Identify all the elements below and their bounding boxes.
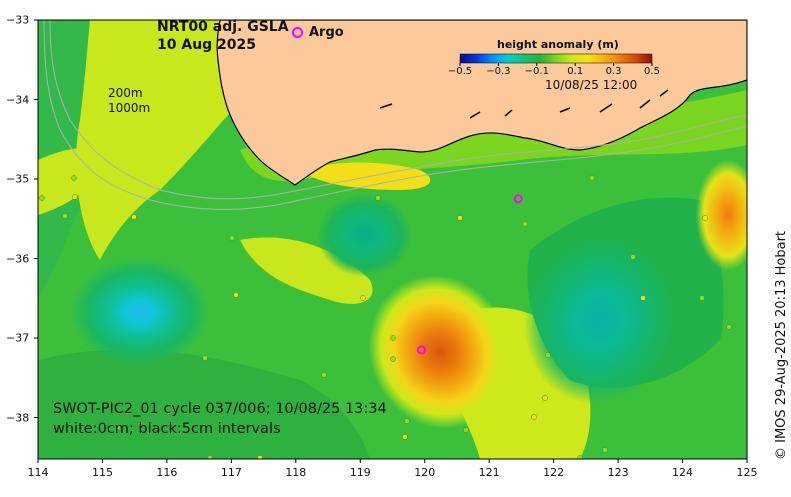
contour-200m [49,20,747,200]
depth-label-1000m: 1000m [108,101,151,115]
ocean-south-band [38,349,370,459]
swot-point [640,295,646,301]
x-tick-label: 122 [543,466,565,479]
cold-eddy-east [524,235,676,405]
y-tick-label: −36 [6,252,30,265]
argo-legend-label: Argo [309,25,344,40]
x-tick-label: 114 [27,466,49,479]
swot-point [39,195,45,201]
argo-floats [417,194,523,355]
swot-point [402,434,408,440]
swot-point [699,295,705,301]
swot-point [360,295,366,301]
contour-1000m [43,20,747,210]
swot-point [702,215,708,221]
swot-annotation-line1: SWOT-PIC2_01 cycle 037/006; 10/08/25 13:… [53,401,387,417]
x-tick-label: 125 [736,466,758,479]
swot-point [602,447,608,453]
x-tick-label: 123 [607,466,629,479]
swot-point [404,418,410,424]
x-tick-label: 118 [285,466,307,479]
swot-point [202,355,208,361]
map-title-line1: NRT00 adj. GSLA [157,19,289,35]
x-tick-label: 120 [414,466,436,479]
swot-point [390,335,396,341]
swot-point [726,324,732,330]
y-axis-ticks [34,19,38,418]
colorbar-ticks [459,63,653,66]
warm-eddy [368,275,512,429]
swot-point [542,395,548,401]
swot-point [321,372,327,378]
swot-point [577,455,583,459]
colorbar-tick-label: −0.1 [524,66,549,77]
swot-point [589,175,595,181]
swot-annotation-line2: white:0cm; black:5cm intervals [53,421,281,437]
argo-legend: Argo [292,25,344,40]
swot-point [531,414,537,420]
x-tick-label: 121 [478,466,500,479]
swot-point [522,221,528,227]
swot-annotation: SWOT-PIC2_01 cycle 037/006; 10/08/25 13:… [53,399,387,439]
cold-eddy-west [70,257,210,367]
plot-frame [37,19,748,460]
y-tick-label: −33 [6,13,30,27]
swot-point [115,424,121,430]
imos-credit: © IMOS 29-Aug-2025 20:13 Hobart [774,230,789,460]
x-axis-ticks [37,459,748,463]
cold-eddy-north [317,193,413,277]
swot-point [233,292,239,298]
x-tick-label: 119 [349,466,371,479]
map-title-line2: 10 Aug 2025 [157,37,257,53]
argo-circle-icon [292,27,303,38]
colorbar [459,53,653,64]
swot-point [72,194,78,200]
colorbar-tick-label: −0.5 [447,66,473,77]
y-tick-label: −37 [6,331,30,345]
x-tick-label: 116 [156,466,178,479]
x-tick-label: 117 [220,466,242,479]
argo-float-marker [417,345,427,355]
ocean-yellow-band-c [240,237,373,304]
colorbar-time-label: 10/08/25 12:00 [545,78,638,92]
colorbar-tick-label: 0.1 [567,66,584,77]
colorbar-tick-label: 0.3 [605,66,622,77]
plot-area [38,20,747,459]
swot-point [375,195,381,201]
swot-point [62,213,68,219]
argo-float-marker [513,194,523,204]
swot-point [545,352,551,358]
warm-eddy-east [696,160,747,270]
ocean-yellow-band-nw [76,20,260,260]
x-tick-label: 115 [91,466,113,479]
swot-point [390,356,396,362]
swot-sample-points [39,175,732,459]
swot-point [71,175,77,181]
swot-point [463,427,469,433]
depth-labels: 200m 1000m [108,86,150,116]
swot-point [630,254,636,260]
y-tick-label: −34 [6,93,30,106]
swot-point [457,215,463,221]
swot-point [207,455,213,459]
depth-label-200m: 200m [108,86,143,100]
map-title: NRT00 adj. GSLA 10 Aug 2025 [157,18,289,54]
x-tick-label: 124 [672,466,694,479]
y-tick-label: −38 [6,411,30,424]
swot-point [257,455,263,459]
colorbar-tick-label: −0.3 [486,66,511,77]
colorbar-title: height anomaly (m) [497,38,619,51]
y-tick-label: −35 [6,172,30,186]
coastline-detail [379,89,669,119]
ocean-yellow-band-w [38,148,110,215]
swot-point [229,235,235,241]
swot-point [131,214,137,220]
colorbar-tick-label: 0.5 [644,66,660,77]
ocean-west-band [38,20,160,300]
